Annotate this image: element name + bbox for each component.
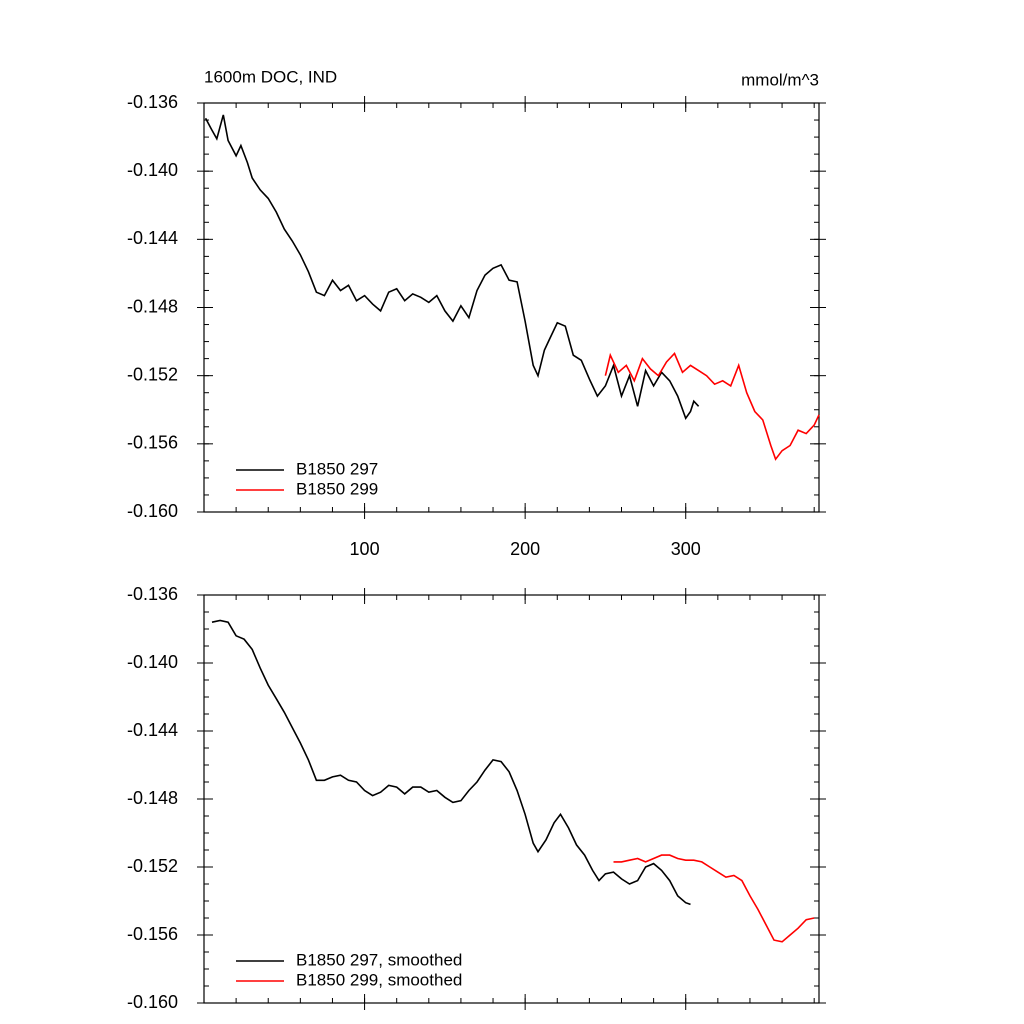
y-tick-label: -0.144	[127, 228, 178, 248]
plot-frame	[203, 594, 820, 1004]
plot-frame	[203, 102, 820, 513]
legend-label: B1850 297	[296, 459, 378, 478]
legend-label: B1850 297, smoothed	[296, 950, 462, 969]
x-tick-label: 200	[510, 539, 540, 559]
series-line	[604, 352, 820, 461]
y-tick-label: -0.148	[127, 788, 178, 808]
y-tick-label: -0.152	[127, 364, 178, 384]
units-label: mmol/m^3	[741, 70, 819, 89]
legend-label: B1850 299, smoothed	[296, 970, 462, 989]
x-tick-label: 100	[350, 539, 380, 559]
series-line	[211, 619, 691, 906]
y-tick-label: -0.152	[127, 856, 178, 876]
series-line	[204, 114, 700, 421]
y-tick-label: -0.156	[127, 433, 178, 453]
y-tick-label: -0.160	[127, 501, 178, 521]
y-tick-label: -0.140	[127, 652, 178, 672]
y-tick-label: -0.144	[127, 720, 178, 740]
x-tick-label: 300	[671, 539, 701, 559]
y-tick-label: -0.140	[127, 160, 178, 180]
y-tick-label: -0.156	[127, 924, 178, 944]
y-tick-label: -0.136	[127, 584, 178, 604]
legend-label: B1850 299	[296, 479, 378, 498]
y-tick-label: -0.148	[127, 296, 178, 316]
chart-title: 1600m DOC, IND	[204, 67, 337, 86]
y-tick-label: -0.136	[127, 92, 178, 112]
y-tick-label: -0.160	[127, 992, 178, 1012]
series-line	[613, 854, 815, 943]
